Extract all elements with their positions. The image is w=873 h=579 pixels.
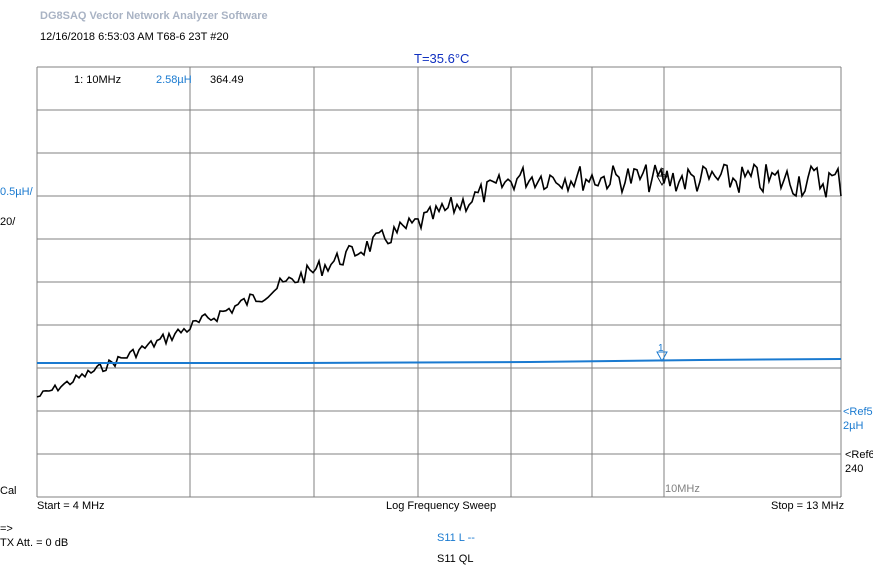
marker-ql-triangle xyxy=(656,175,668,187)
ql-trace xyxy=(36,162,842,398)
start-frequency[interactable]: Start = 4 MHz xyxy=(37,500,105,512)
ql-reference-label[interactable]: <Ref6 240 xyxy=(845,448,873,476)
ql-scale-label[interactable]: 20/ xyxy=(0,216,16,228)
marker-l-number: 1 xyxy=(658,343,664,354)
tx-attenuation: TX Att. = 0 dB xyxy=(0,537,69,549)
ql-ref-name: <Ref6 xyxy=(845,449,873,461)
temperature-readout: T=35.6°C xyxy=(414,51,470,66)
app-title: DG8SAQ Vector Network Analyzer Software xyxy=(40,10,268,22)
ql-ref-value: 240 xyxy=(845,463,864,475)
marker-ql-number: 1 xyxy=(660,167,666,178)
trace2-legend[interactable]: S11 QL xyxy=(437,553,474,565)
marker-l[interactable]: 1 xyxy=(656,343,668,363)
plot-grid xyxy=(36,66,842,498)
measurement-info: 12/16/2018 6:53:03 AM T68-6 23T #20 xyxy=(40,31,229,43)
l-trace xyxy=(37,358,842,364)
stop-frequency[interactable]: Stop = 13 MHz xyxy=(771,500,845,512)
l-ref-value: 2µH xyxy=(843,420,864,432)
marker-readout-id: 1: 10MHz xyxy=(74,74,122,86)
trace1-legend[interactable]: S11 L -- xyxy=(437,532,475,544)
arrow-indicator: => xyxy=(0,523,13,535)
cal-label: Cal xyxy=(0,485,17,497)
marker-readout-l: 2.58µH xyxy=(156,74,192,86)
marker-readout-ql: 364.49 xyxy=(210,74,244,86)
marker-l-triangle xyxy=(656,351,668,363)
l-scale-label[interactable]: 0.5µH/ xyxy=(0,186,33,198)
sweep-mode[interactable]: Log Frequency Sweep xyxy=(386,500,497,512)
marker-frequency-label: 10MHz xyxy=(665,483,700,495)
marker-ql[interactable]: 1 xyxy=(656,167,668,187)
l-reference-label[interactable]: <Ref5 2µH xyxy=(843,405,873,433)
l-ref-name: <Ref5 xyxy=(843,406,873,418)
